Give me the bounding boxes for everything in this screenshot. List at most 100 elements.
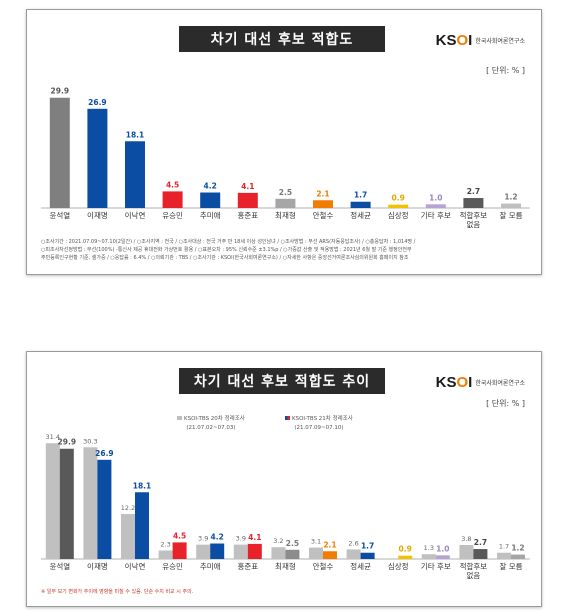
bar-chart: 29.9 윤석열 26.9 이재명 18.1 이낙연 4.5 유승민 4.2 추미애 4.1 홍준표 2… <box>41 87 530 229</box>
data-label: 29.9 <box>51 87 70 96</box>
bar-series2-13 <box>511 554 525 559</box>
data-label-series1: 2.6 <box>348 539 358 547</box>
data-label-series1: 3.1 <box>311 538 321 546</box>
bar-series1-11 <box>421 554 436 559</box>
bar-series1-5 <box>196 544 211 559</box>
bar-11 <box>425 204 446 208</box>
data-label-series2: 1.2 <box>511 544 524 553</box>
bar-series2-12 <box>473 549 488 559</box>
bar-13 <box>501 203 521 208</box>
chart-title: 차기 대선 후보 적합도 추이 <box>179 368 385 394</box>
data-label: 4.1 <box>241 182 254 191</box>
grouped-bar-chart: 31.429.9 윤석열 30.3 26.9 이재명 12.2 18.1 이낙연 2.34.5 유… <box>41 433 530 580</box>
legend-series-2: KSOI-TBS 21차 정례조사 (21.07.09~07.10) <box>285 414 353 431</box>
data-label-series2: 2.5 <box>286 539 299 548</box>
ksoi-logo: KSOI 한국사회여론연구소 <box>435 32 525 49</box>
bar-series1-9 <box>346 549 361 559</box>
category-label: 이재명 <box>87 210 108 220</box>
category-label: 이재명 <box>87 561 108 571</box>
bar-series2-7 <box>285 549 300 559</box>
bar-series2-10 <box>398 555 413 559</box>
data-label-series2: 4.2 <box>211 533 224 542</box>
data-label: 4.2 <box>204 182 217 191</box>
category-label: 안철수 <box>313 210 334 220</box>
data-label-series1: 30.3 <box>83 437 97 445</box>
data-label-series1: 2.3 <box>160 541 170 549</box>
category-label: 이낙연 <box>125 210 146 220</box>
unit-label: [ 단위: % ] <box>486 66 525 75</box>
chart-title: 차기 대선 후보 적합도 <box>179 26 385 52</box>
data-label-series1: 12.2 <box>121 504 135 512</box>
bar-series1-13 <box>497 552 511 559</box>
data-label-series1: 1.7 <box>499 543 509 551</box>
category-label: 최재형 <box>275 210 296 220</box>
category-label: 심상정 <box>388 210 409 220</box>
bar-6 <box>237 192 258 208</box>
survey-notes: ○조사기간 : 2021.07.09~07.10(2일간) / ○조사지역 : … <box>41 239 416 261</box>
bar-series1-12 <box>459 544 474 559</box>
category-label: 정세균 <box>350 210 371 220</box>
trend-note: ※ 일부 보기 변화가 추이에 영향을 미칠 수 있음. 단순 수치 비교 시 … <box>41 589 194 595</box>
data-label: 2.1 <box>316 189 329 198</box>
ksoi-logo: KSOI 한국사회여론연구소 <box>435 374 525 391</box>
category-label: 잘 모름 <box>499 562 522 571</box>
data-label: 26.9 <box>88 98 107 107</box>
category-label: 잘 모름 <box>499 211 522 220</box>
data-label-series2: 4.1 <box>248 533 261 542</box>
data-label-series2: 1.7 <box>361 542 374 551</box>
bar-series2-4 <box>172 542 187 559</box>
data-label-series1: 3.8 <box>461 535 471 543</box>
category-label: 홍준표 <box>237 561 258 571</box>
chart-panel-trend: 차기 대선 후보 적합도 추이 KSOI 한국사회여론연구소 [ 단위: % ]… <box>26 351 542 607</box>
data-label: 0.9 <box>392 194 405 203</box>
bar-series2-5 <box>210 543 225 559</box>
category-label: 윤석열 <box>49 561 70 571</box>
bar-9 <box>350 201 371 208</box>
category-label: 최재형 <box>275 561 296 571</box>
data-label-series2: 29.9 <box>58 438 77 447</box>
category-label: 유승민 <box>162 561 183 571</box>
data-label: 18.1 <box>126 130 145 139</box>
bar-2 <box>87 108 108 208</box>
category-label: 홍준표 <box>237 210 258 220</box>
bar-12 <box>463 198 484 208</box>
category-label: 기타 후보 <box>421 211 451 220</box>
bar-4 <box>162 191 183 208</box>
bar-series1-1 <box>45 443 60 559</box>
bar-series2-11 <box>435 555 450 559</box>
chart-panel-suitability: 차기 대선 후보 적합도 KSOI 한국사회여론연구소 [ 단위: % ] 29… <box>26 9 542 275</box>
category-label: 안철수 <box>313 561 334 571</box>
data-label: 1.2 <box>504 193 517 202</box>
data-label-series2: 18.1 <box>133 481 152 490</box>
bar-5 <box>200 192 221 208</box>
unit-label: [ 단위: % ] <box>486 399 525 408</box>
data-label: 2.7 <box>467 187 480 196</box>
data-label-series2: 26.9 <box>95 449 114 458</box>
bar-series1-6 <box>233 544 248 559</box>
data-label-series1: 3.2 <box>273 537 283 545</box>
category-label: 기타 후보 <box>421 562 451 571</box>
category-label: 이낙연 <box>125 561 146 571</box>
bar-series1-8 <box>309 547 323 559</box>
bar-series2-9 <box>360 552 375 559</box>
data-label-series2: 2.7 <box>474 538 487 547</box>
category-label: 추미애 <box>200 562 221 571</box>
bar-8 <box>313 200 333 208</box>
legend-series-1: KSOI-TBS 20차 정례조사 (21.07.02~07.03) <box>177 414 245 431</box>
bar-series1-3 <box>121 514 135 559</box>
category-label: 추미애 <box>200 211 221 220</box>
data-label-series1: 3.9 <box>198 535 208 543</box>
data-label: 1.7 <box>354 191 367 200</box>
data-label-series1: 31.4 <box>46 433 60 441</box>
data-label-series1: 3.9 <box>236 535 246 543</box>
bar-series1-4 <box>158 550 173 559</box>
bar-series2-8 <box>323 551 337 559</box>
category-label: 적합후보 없음 <box>460 210 488 229</box>
bar-1 <box>49 97 70 208</box>
bar-series2-2 <box>97 459 112 559</box>
category-label: 윤석열 <box>49 210 70 220</box>
bar-series1-2 <box>83 447 98 559</box>
category-label: 정세균 <box>350 561 371 571</box>
bar-7 <box>275 198 296 208</box>
bar-series2-6 <box>247 543 262 559</box>
